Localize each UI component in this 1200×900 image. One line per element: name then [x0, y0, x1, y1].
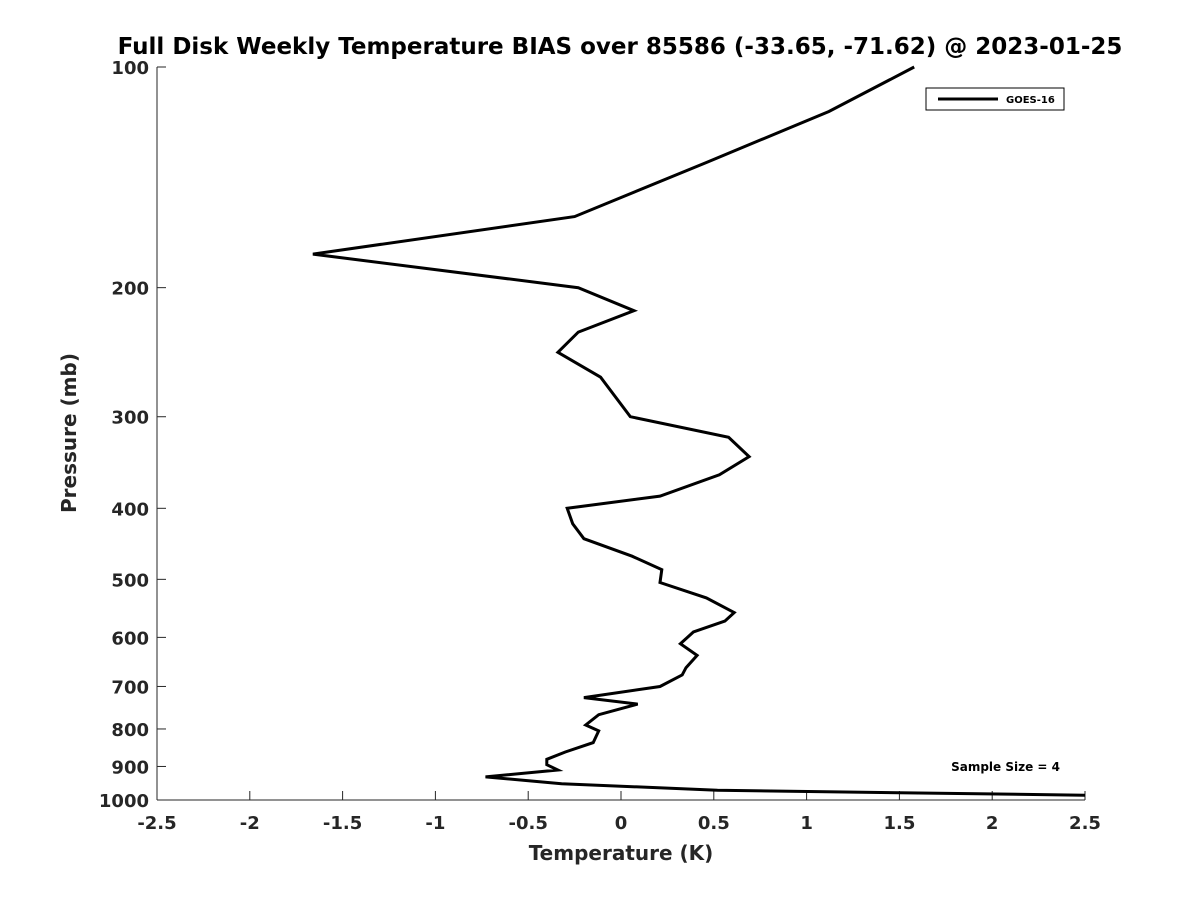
legend-entry-goes-16: GOES-16 [1006, 95, 1055, 106]
x-tick-label: 0.5 [698, 813, 730, 834]
x-tick-label: 2.5 [1069, 813, 1101, 834]
x-tick-label: -2 [240, 813, 260, 834]
y-tick-label: 500 [111, 570, 149, 591]
chart-title: Full Disk Weekly Temperature BIAS over 8… [118, 34, 1123, 60]
y-tick-label: 300 [111, 408, 149, 429]
x-tick-label: -0.5 [509, 813, 548, 834]
y-tick-label: 600 [111, 628, 149, 649]
x-tick-label: -1.5 [323, 813, 362, 834]
y-tick-label: 400 [111, 499, 149, 520]
x-tick-label: 1 [800, 813, 813, 834]
legend: GOES-16 [925, 87, 1065, 111]
x-tick-label: -2.5 [137, 813, 176, 834]
x-tick-label: 1.5 [883, 813, 915, 834]
y-tick-label: 900 [111, 757, 149, 778]
sample-size-annotation: Sample Size = 4 [951, 760, 1060, 774]
y-axis-label: Pressure (mb) [57, 353, 81, 513]
y-tick-label: 1000 [99, 791, 149, 812]
y-tick-label: 100 [111, 58, 149, 79]
x-axis-label: Temperature (K) [529, 841, 714, 865]
y-tick-label: 200 [111, 279, 149, 300]
series-line-goes-16 [312, 65, 1086, 797]
y-tick-label: 700 [111, 677, 149, 698]
x-tick-label: 0 [615, 813, 628, 834]
x-tick-label: -1 [425, 813, 445, 834]
y-tick-label: 800 [111, 720, 149, 741]
plot-area: -2.5 -2 -1.5 -1 -0.5 0 0.5 1 1.5 2 2.5 100 200 300 400… [99, 58, 1101, 834]
x-tick-label: 2 [986, 813, 999, 834]
